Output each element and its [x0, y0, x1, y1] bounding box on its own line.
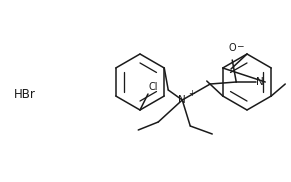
Text: HBr: HBr	[14, 88, 36, 102]
Text: N: N	[256, 77, 264, 87]
Text: N: N	[178, 95, 186, 105]
Text: Cl: Cl	[149, 82, 159, 92]
Text: O: O	[228, 43, 236, 53]
Text: +: +	[188, 90, 195, 98]
Text: −: −	[237, 41, 244, 50]
